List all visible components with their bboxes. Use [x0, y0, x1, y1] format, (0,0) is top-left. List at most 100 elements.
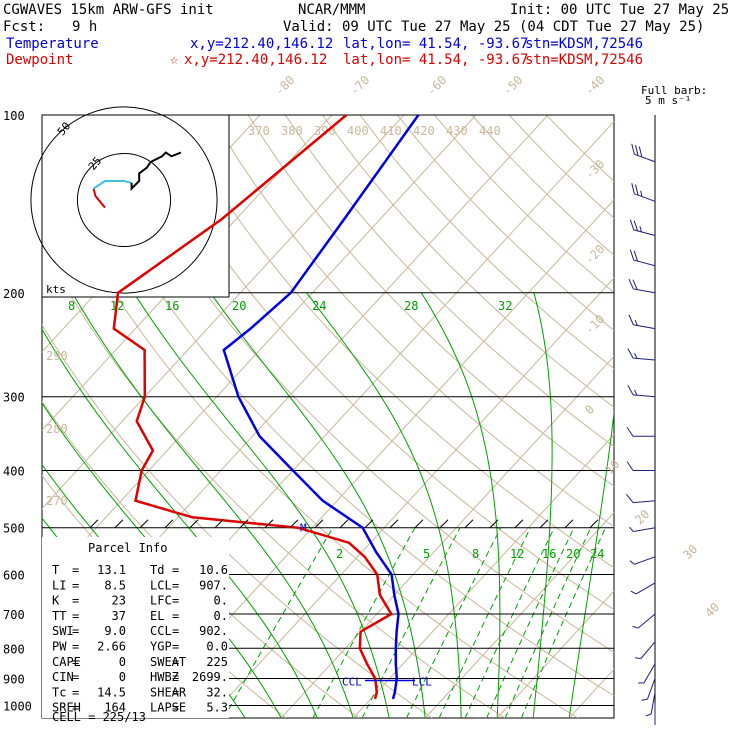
parcel-cell-text: SWI: [52, 624, 74, 638]
dry-adiabat: [42, 243, 506, 718]
isotherm-label: -60: [424, 73, 449, 98]
wind-barb: [628, 314, 656, 330]
mixing-ratio-label: 16: [165, 299, 179, 313]
barb-shaft: [650, 692, 656, 715]
mixing-ratio-label: 28: [404, 299, 418, 313]
barb-half: [639, 226, 642, 233]
mixing-ratio-label: 2: [336, 547, 343, 561]
parcel-cell-text: =: [172, 609, 179, 623]
dew-legend-latlon: lat,lon= 41.54, -93.67: [343, 52, 528, 68]
parcel-info-title: Parcel Info: [88, 541, 167, 555]
parcel-cell-text: LI: [52, 578, 66, 592]
theta-label: 380: [281, 124, 303, 138]
temp-legend-latlon: lat,lon= 41.54, -93.67: [343, 36, 528, 52]
theta-label: 370: [248, 124, 270, 138]
parcel-cell-text: 164: [104, 701, 126, 715]
moist-adiabat: [42, 328, 318, 718]
hatch-mark: [239, 519, 249, 529]
dry-adiabat: [210, 115, 614, 528]
parcel-cell-text: SREH: [52, 701, 81, 715]
barb-full: [628, 278, 634, 290]
parcel-cell-text: =: [172, 640, 179, 654]
wind-barb: [635, 641, 656, 660]
mixing-ratio-label: 8: [68, 299, 75, 313]
wind-barb: [626, 426, 655, 437]
hatch-mark: [339, 519, 349, 529]
hatch-mark: [389, 519, 399, 529]
dry-adiabat: [42, 157, 579, 718]
barb-shaft: [637, 613, 656, 629]
pressure-tick-label: 300: [3, 391, 25, 405]
barb-half: [632, 625, 639, 629]
valid-label: Valid: 09 UTC Tue 27 May 25 (04 CDT Tue …: [283, 19, 704, 35]
parcel-cell-text: =: [172, 594, 179, 608]
barb-half: [630, 590, 637, 595]
moist-adiabat: [568, 409, 614, 718]
init-label: Init: 00 UTC Tue 27 May 25: [510, 2, 729, 18]
parcel-cell-text: 0: [119, 655, 126, 669]
pressure-tick-label: 1000: [3, 699, 32, 713]
dew-legend-xy: x,y=212.40,146.12: [184, 52, 327, 68]
dry-adiabat: [359, 115, 614, 370]
theta-label: 420: [413, 124, 435, 138]
parcel-cell-text: 23: [112, 594, 126, 608]
parcel-cell-text: K: [52, 594, 60, 608]
barb-half: [645, 713, 652, 717]
barb-full: [631, 143, 635, 155]
barb-full: [625, 493, 634, 503]
moist-adiabat: [306, 292, 462, 718]
wind-barb: [629, 249, 656, 267]
parcel-cell-text: T: [52, 563, 59, 577]
dewpoint-profile: [112, 115, 394, 700]
isotherm-label: 0: [582, 402, 597, 417]
barb-half: [629, 526, 634, 532]
isotherm-line: [42, 115, 45, 118]
barb-full: [632, 279, 638, 290]
hatch-mark: [589, 519, 599, 529]
mixing-ratio-label: 20: [232, 299, 246, 313]
parcel-cell-text: 9.0: [104, 624, 126, 638]
barb-half: [634, 389, 638, 396]
theta-label: 270: [46, 494, 68, 508]
barb-half: [640, 190, 643, 197]
barb-half: [634, 353, 638, 359]
barb-full: [626, 426, 634, 437]
parcel-cell-text: =: [72, 685, 79, 699]
wind-barb: [629, 219, 656, 237]
parcel-cell-text: 5.3: [206, 701, 228, 715]
wind-barb: [641, 678, 656, 701]
model-title: CGWAVES 15km ARW-GFS init: [3, 2, 214, 18]
dew-legend-label: Dewpoint: [6, 52, 73, 68]
barb-full: [635, 144, 639, 156]
wind-barb: [629, 526, 656, 533]
parcel-cell-text: 8.5: [104, 578, 126, 592]
parcel-cell-text: 0.0: [206, 640, 228, 654]
parcel-cell-text: 37: [112, 609, 126, 623]
barb-half: [641, 698, 648, 701]
dry-adiabat: [61, 115, 614, 697]
wind-barb: [645, 692, 656, 717]
parcel-cell-text: 0.: [214, 594, 228, 608]
barb-full: [628, 314, 634, 325]
mixing-ratio-line: [464, 527, 555, 718]
barb-full: [638, 146, 643, 158]
hatch-mark: [489, 519, 499, 529]
isotherm-label: 20: [632, 507, 652, 527]
parcel-cell-text: =: [72, 578, 79, 592]
lcl-label: LCL: [412, 675, 432, 688]
isotherm-line: [42, 115, 405, 510]
barb-half: [635, 657, 641, 660]
temp-legend-stn: stn=KDSM,72546: [525, 36, 643, 52]
parcel-cell-text: =: [72, 609, 79, 623]
sounding-profiles: CCL LCL M: [112, 115, 432, 700]
dry-adiabat: [322, 115, 614, 408]
mixing-ratio-label: 24: [312, 299, 326, 313]
isotherm-label: -50: [500, 73, 525, 98]
isotherm-line: [208, 277, 614, 718]
theta-label: 280: [46, 422, 68, 436]
isotherm-label: -10: [582, 312, 607, 337]
pressure-tick-label: 700: [3, 608, 25, 622]
mixing-ratio-label: 8: [472, 547, 479, 561]
dry-adiabat: [247, 115, 614, 487]
parcel-cell-text: CIN: [52, 670, 74, 684]
